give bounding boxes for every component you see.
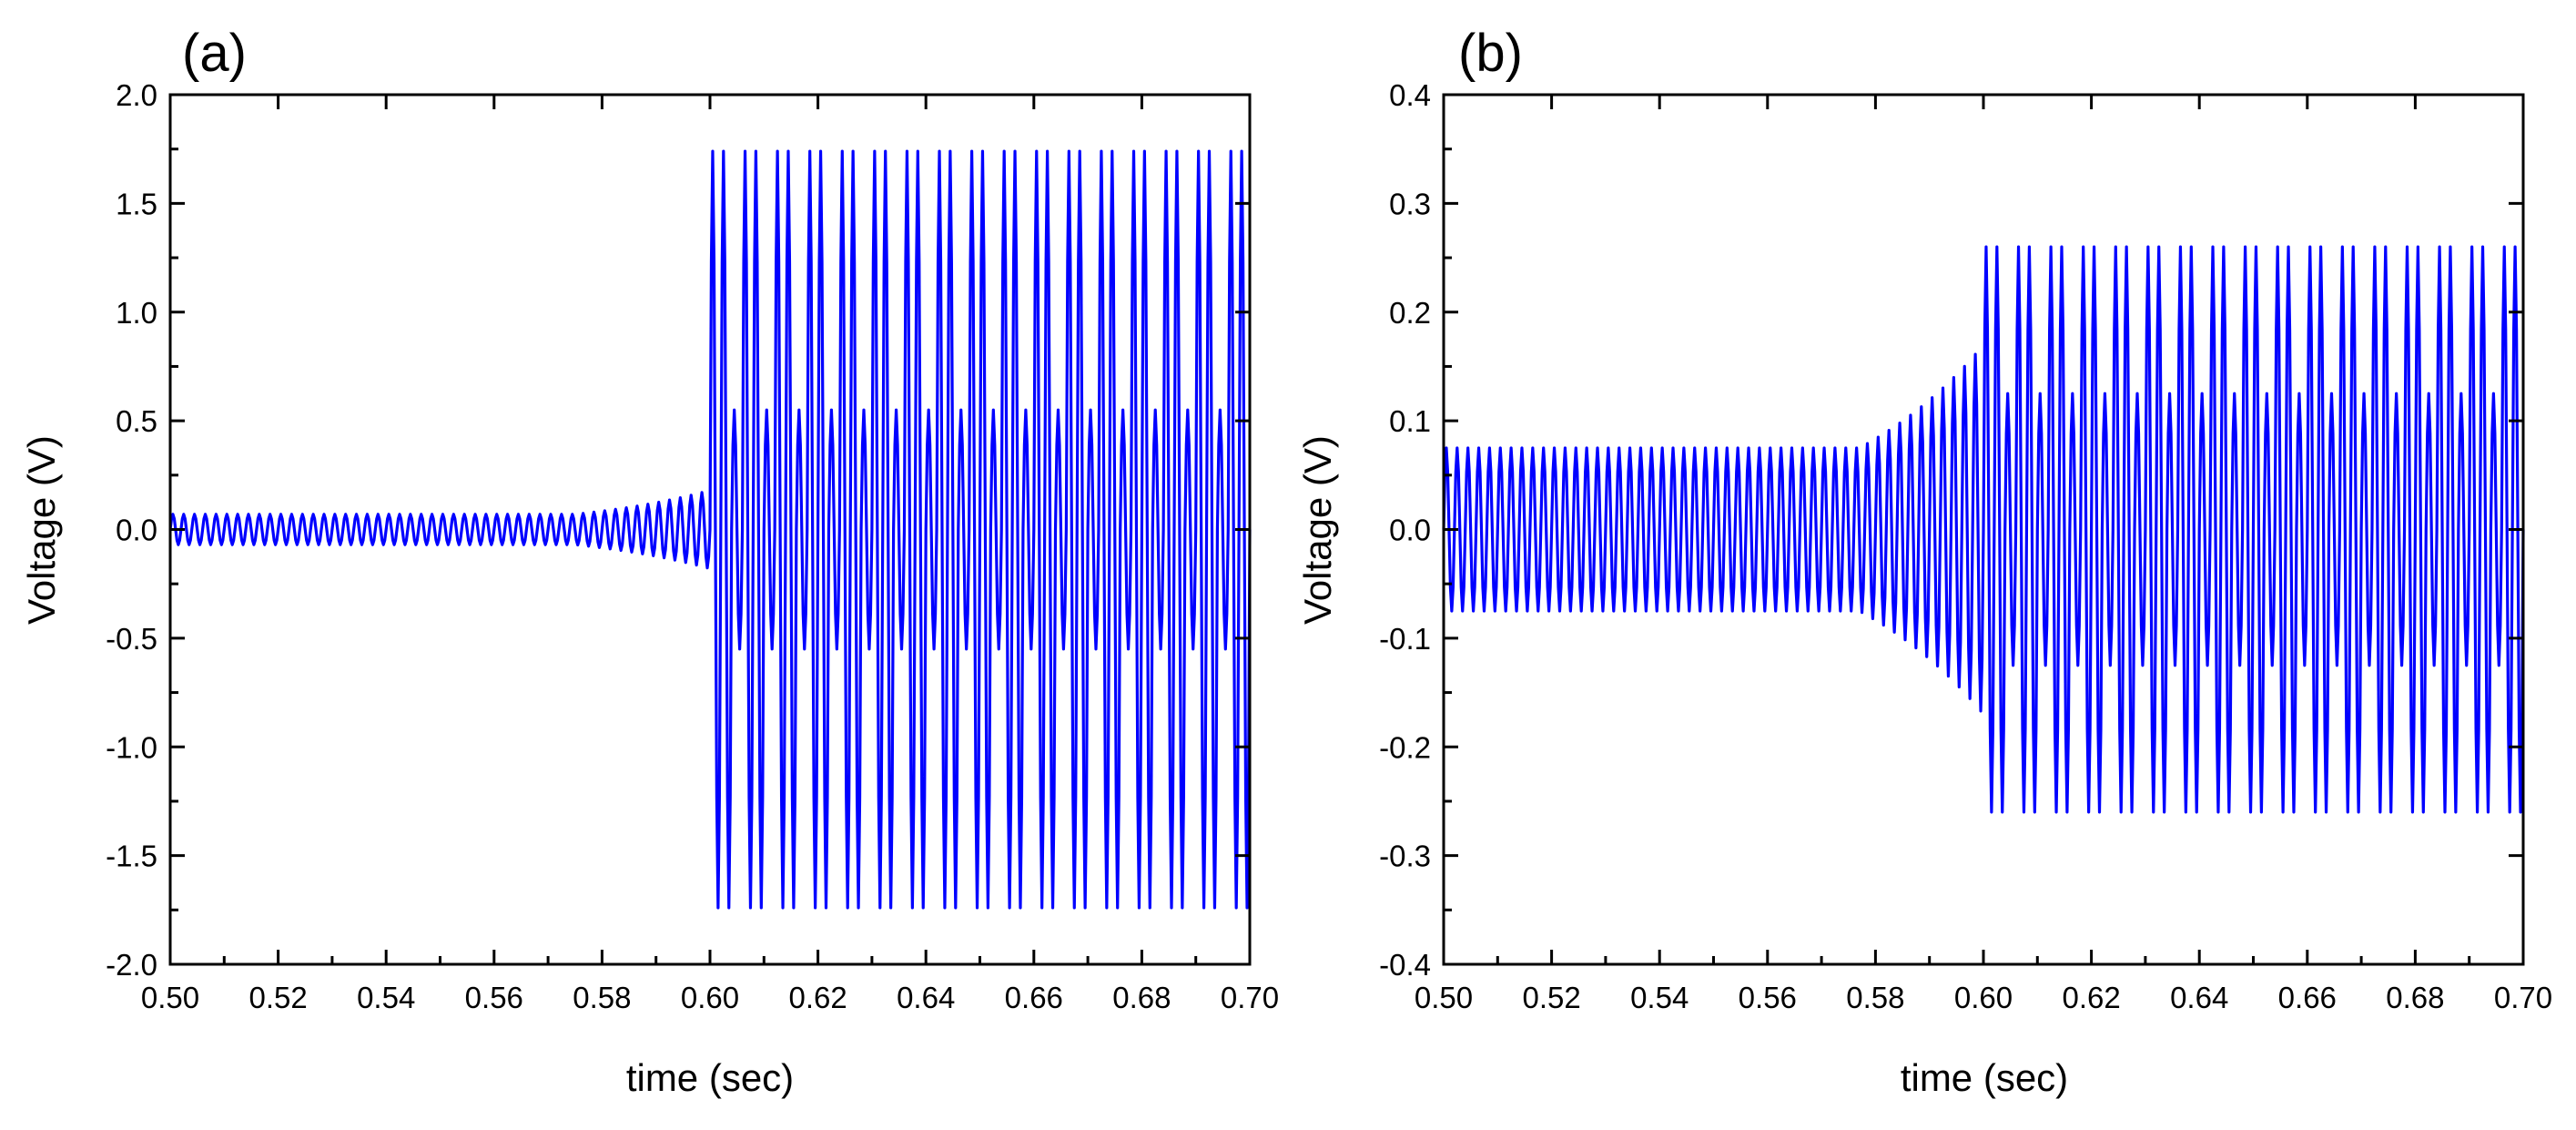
x-tick-label: 0.64 (897, 981, 955, 1014)
x-tick-label: 0.66 (1005, 981, 1063, 1014)
x-tick-label: 0.58 (1846, 981, 1904, 1014)
x-tick-label: 0.54 (1630, 981, 1689, 1014)
y-tick-label: 0.3 (1389, 187, 1431, 220)
series-line (1442, 245, 2525, 814)
x-tick-label: 0.66 (2278, 981, 2337, 1014)
x-tick-label: 0.56 (1739, 981, 1797, 1014)
y-tick-label: -1.0 (106, 730, 157, 764)
y-tick-label: -1.5 (106, 840, 157, 873)
x-axis-title: time (sec) (1901, 1056, 2068, 1099)
ticks-layer: 0.50 0.52 0.54 0.56 0.58 0.60 0.62 0.64 0.66 0.68… (106, 78, 1279, 1014)
y-tick-label: -0.5 (106, 622, 157, 656)
x-tick-label: 0.68 (1112, 981, 1171, 1014)
x-tick-label: 0.70 (2494, 981, 2552, 1014)
x-tick-label: 0.68 (2386, 981, 2444, 1014)
x-tick-label: 0.64 (2170, 981, 2228, 1014)
y-tick-label: 2.0 (116, 78, 157, 112)
x-tick-label: 0.50 (1415, 981, 1473, 1014)
y-tick-label: 0.0 (1389, 514, 1431, 547)
x-tick-label: 0.62 (788, 981, 847, 1014)
x-tick-label: 0.62 (2062, 981, 2120, 1014)
y-tick-label: 0.5 (116, 404, 157, 438)
y-axis-title: Voltage (V) (20, 435, 63, 625)
x-tick-label: 0.70 (1221, 981, 1279, 1014)
chart-panel-b: (b) 0.50 0.52 0.54 0.56 0.58 0.60 0.62 0.64 0.66… (1296, 24, 2552, 1099)
y-tick-label: 0.0 (116, 514, 157, 547)
series-line (168, 149, 1252, 910)
y-tick-label: 0.1 (1389, 404, 1431, 438)
x-tick-label: 0.54 (357, 981, 415, 1014)
x-tick-label: 0.56 (465, 981, 523, 1014)
y-tick-label: -2.0 (106, 948, 157, 982)
panel-label-b: (b) (1458, 24, 1523, 83)
y-tick-label: 0.4 (1389, 78, 1431, 112)
ticks-layer: 0.50 0.52 0.54 0.56 0.58 0.60 0.62 0.64 0.66 0.68… (1379, 78, 2552, 1014)
y-axis-title: Voltage (V) (1296, 435, 1339, 625)
x-tick-label: 0.50 (141, 981, 199, 1014)
series-layer (168, 149, 1252, 910)
x-axis-title: time (sec) (626, 1056, 794, 1099)
y-tick-label: -0.1 (1379, 622, 1431, 656)
x-tick-label: 0.52 (1522, 981, 1580, 1014)
y-tick-label: 1.5 (116, 187, 157, 220)
x-tick-label: 0.52 (248, 981, 307, 1014)
y-tick-label: -0.2 (1379, 730, 1431, 764)
y-tick-label: 0.2 (1389, 296, 1431, 330)
x-tick-label: 0.60 (1954, 981, 2013, 1014)
y-tick-label: 1.0 (116, 296, 157, 330)
series-layer (1442, 245, 2525, 814)
chart-panel-a: (a) 0.50 0.52 0.54 0.56 0.58 0.60 0.62 0.64 0.66… (20, 24, 1279, 1099)
panel-label-a: (a) (182, 24, 247, 83)
y-tick-label: -0.3 (1379, 840, 1431, 873)
x-tick-label: 0.60 (681, 981, 739, 1014)
x-tick-label: 0.58 (573, 981, 631, 1014)
y-tick-label: -0.4 (1379, 948, 1431, 982)
